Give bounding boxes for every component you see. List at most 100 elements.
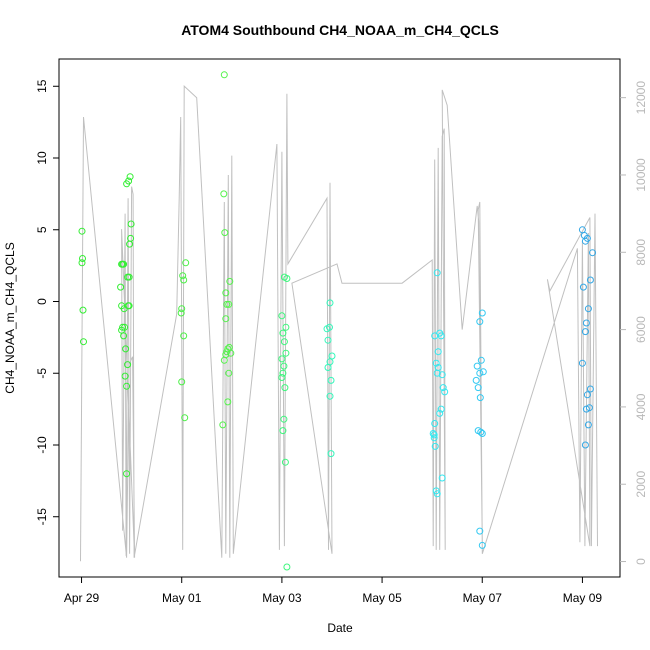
x-tick-label: May 05 bbox=[362, 591, 402, 605]
data-point bbox=[324, 336, 332, 344]
data-point bbox=[78, 227, 86, 235]
data-point bbox=[478, 541, 486, 549]
data-point bbox=[221, 229, 229, 237]
data-point bbox=[223, 300, 231, 308]
data-point bbox=[438, 371, 446, 379]
data-point bbox=[225, 369, 233, 377]
chart-title: ATOM4 Southbound CH4_NOAA_m_CH4_QCLS bbox=[181, 22, 499, 38]
series-day-4 bbox=[323, 299, 336, 458]
y-tick-label: 15 bbox=[35, 79, 49, 93]
data-point bbox=[439, 384, 447, 392]
data-point bbox=[581, 441, 589, 449]
data-point bbox=[121, 372, 129, 380]
data-point bbox=[125, 302, 133, 310]
right-y-tick-label: 8000 bbox=[634, 239, 648, 266]
y-tick-label: -10 bbox=[35, 436, 49, 454]
data-point bbox=[476, 527, 484, 535]
data-point bbox=[327, 450, 335, 458]
data-point bbox=[441, 388, 449, 396]
data-point bbox=[582, 405, 590, 413]
x-tick-label: May 03 bbox=[262, 591, 302, 605]
data-point bbox=[581, 328, 589, 336]
plot-frame bbox=[58, 58, 621, 578]
altitude-line bbox=[80, 84, 598, 562]
series-day-3 bbox=[278, 273, 291, 571]
data-point bbox=[124, 361, 132, 369]
data-point bbox=[283, 275, 291, 282]
data-point bbox=[282, 349, 290, 357]
data-point bbox=[220, 356, 228, 364]
data-point bbox=[478, 309, 486, 317]
data-point bbox=[324, 364, 332, 371]
data-point bbox=[474, 384, 482, 392]
data-point bbox=[123, 382, 131, 390]
data-point bbox=[437, 405, 445, 413]
data-point bbox=[582, 319, 590, 327]
data-point bbox=[432, 487, 440, 495]
data-point bbox=[479, 368, 487, 376]
data-point bbox=[477, 356, 485, 364]
right-y-tick-label: 0 bbox=[634, 558, 648, 565]
data-point bbox=[282, 323, 290, 331]
data-point bbox=[584, 305, 592, 313]
data-point bbox=[431, 442, 439, 450]
data-point bbox=[123, 470, 131, 478]
x-tick-label: May 01 bbox=[162, 591, 202, 605]
data-point bbox=[126, 173, 134, 181]
data-point bbox=[80, 338, 87, 346]
data-point bbox=[283, 563, 291, 571]
series-day-0 bbox=[78, 173, 135, 478]
data-point bbox=[120, 260, 128, 268]
data-point bbox=[433, 269, 441, 277]
data-point bbox=[579, 283, 587, 291]
data-point bbox=[280, 338, 288, 346]
right-y-tick-label: 6000 bbox=[634, 316, 648, 343]
data-point bbox=[224, 398, 232, 406]
data-point bbox=[79, 255, 86, 262]
data-point bbox=[177, 309, 185, 317]
series-day-1 bbox=[177, 259, 190, 422]
y-tick-label: -15 bbox=[35, 508, 49, 526]
data-point bbox=[438, 474, 446, 482]
data-point bbox=[436, 409, 444, 417]
data-point bbox=[327, 376, 335, 384]
data-point bbox=[122, 345, 130, 353]
data-point bbox=[478, 430, 486, 437]
data-point bbox=[281, 384, 289, 392]
data-point bbox=[125, 273, 133, 281]
data-point bbox=[219, 421, 227, 429]
y-tick-label: 10 bbox=[35, 151, 49, 165]
data-point bbox=[180, 276, 188, 284]
data-point bbox=[586, 276, 594, 284]
data-point bbox=[222, 289, 230, 297]
data-point bbox=[476, 369, 484, 377]
data-point bbox=[326, 392, 334, 400]
data-point bbox=[581, 237, 589, 245]
data-point bbox=[326, 299, 334, 307]
series-day-6 bbox=[472, 309, 487, 549]
data-point bbox=[583, 391, 591, 399]
data-point bbox=[280, 415, 288, 423]
data-point bbox=[429, 430, 437, 437]
data-point bbox=[278, 312, 286, 320]
data-point bbox=[125, 177, 133, 185]
y-tick-label: 0 bbox=[35, 298, 49, 305]
data-point bbox=[430, 434, 438, 442]
data-point bbox=[220, 190, 228, 198]
data-point bbox=[279, 329, 287, 337]
data-point bbox=[226, 277, 234, 285]
y-tick-label: -5 bbox=[35, 368, 49, 379]
data-point bbox=[178, 305, 186, 313]
right-y-tick-label: 4000 bbox=[634, 393, 648, 420]
data-point bbox=[476, 318, 484, 326]
data-point bbox=[472, 376, 480, 384]
series-day-7 bbox=[578, 226, 596, 449]
data-point bbox=[430, 431, 438, 439]
data-point bbox=[180, 332, 188, 340]
data-point bbox=[220, 71, 228, 79]
data-point bbox=[223, 348, 231, 356]
data-point bbox=[433, 490, 441, 498]
data-point bbox=[476, 394, 484, 402]
data-point bbox=[79, 306, 87, 314]
